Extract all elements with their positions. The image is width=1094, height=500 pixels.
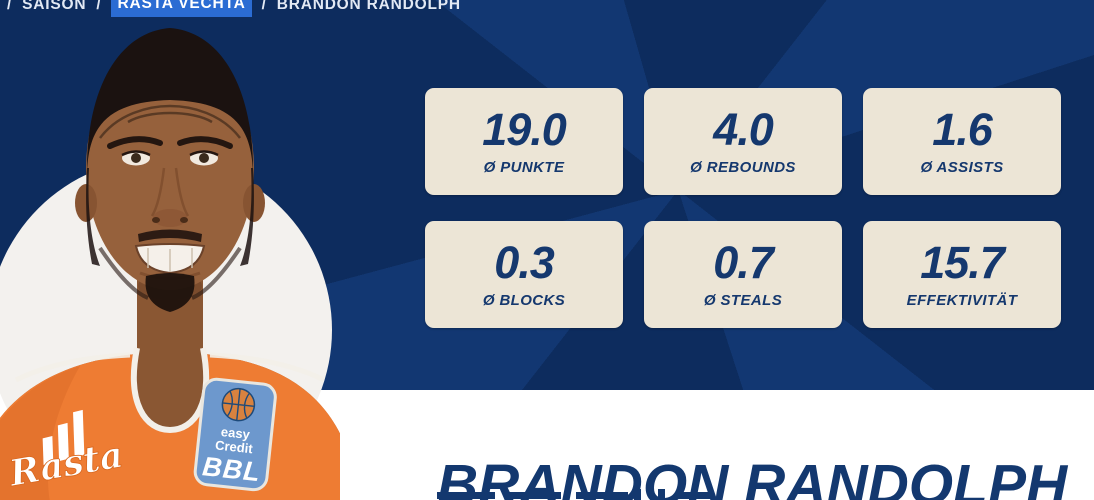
hair: [86, 28, 254, 178]
player-photo: Rasta easy Credit BBL: [0, 28, 340, 500]
clipped-subtitle-fragment: [437, 492, 495, 499]
stat-card-rebounds: 4.0 Ø REBOUNDS: [644, 88, 842, 195]
breadcrumb-separator: /: [7, 0, 13, 13]
breadcrumb: / SAISON / RASTA VECHTA / BRANDON RANDOL…: [7, 0, 461, 17]
breadcrumb-separator: /: [261, 0, 267, 13]
breadcrumb-item-rasta-vechta[interactable]: RASTA VECHTA: [111, 0, 252, 17]
clipped-subtitle-fragment: [509, 492, 561, 499]
clipped-subtitle-fragment: [676, 492, 710, 499]
basketball-icon: [221, 387, 256, 422]
stat-card-points: 19.0 Ø PUNKTE: [425, 88, 623, 195]
stat-value: 19.0: [482, 104, 567, 155]
badge-sponsor-line1: easy: [220, 424, 251, 442]
stat-label: Ø ASSISTS: [920, 159, 1004, 176]
player-head: [75, 28, 265, 312]
hair-texture: [99, 104, 241, 139]
player-stats-grid: 19.0 Ø PUNKTE 4.0 Ø REBOUNDS 1.6 Ø ASSIS…: [425, 88, 1061, 328]
bbl-badge: easy Credit BBL: [193, 377, 277, 492]
adidas-stripes-icon: [42, 409, 85, 465]
stat-label: Ø PUNKTE: [483, 159, 565, 176]
breadcrumb-item-saison[interactable]: SAISON: [22, 0, 87, 13]
clipped-subtitle-fragment: [658, 489, 665, 500]
stat-value: 4.0: [713, 104, 774, 155]
stat-card-steals: 0.7 Ø STEALS: [644, 221, 842, 328]
jersey-trim: [209, 352, 326, 383]
stat-label: Ø BLOCKS: [482, 292, 566, 309]
clipped-subtitle-fragment: [576, 492, 628, 499]
badge-sponsor-line2: Credit: [214, 437, 254, 456]
stat-value: 15.7: [920, 237, 1005, 288]
stat-value: 1.6: [932, 104, 993, 155]
stat-card-efficiency: 15.7 EFFEKTIVITÄT: [863, 221, 1061, 328]
jersey-trim: [14, 352, 131, 383]
clipped-subtitle-fragment: [634, 489, 641, 500]
stat-label: Ø STEALS: [703, 292, 783, 309]
stat-label: EFFEKTIVITÄT: [906, 292, 1018, 309]
breadcrumb-item-brandon-randolph[interactable]: BRANDON RANDOLPH: [276, 0, 461, 13]
player-neck-chest: [133, 270, 207, 430]
jersey-shading: [0, 366, 80, 500]
stat-value: 0.7: [713, 237, 774, 288]
stat-label: Ø REBOUNDS: [690, 159, 796, 176]
stat-value: 0.3: [494, 237, 555, 288]
stat-card-assists: 1.6 Ø ASSISTS: [863, 88, 1061, 195]
badge-league-text: BBL: [201, 451, 262, 487]
breadcrumb-separator: /: [96, 0, 102, 13]
stat-card-blocks: 0.3 Ø BLOCKS: [425, 221, 623, 328]
